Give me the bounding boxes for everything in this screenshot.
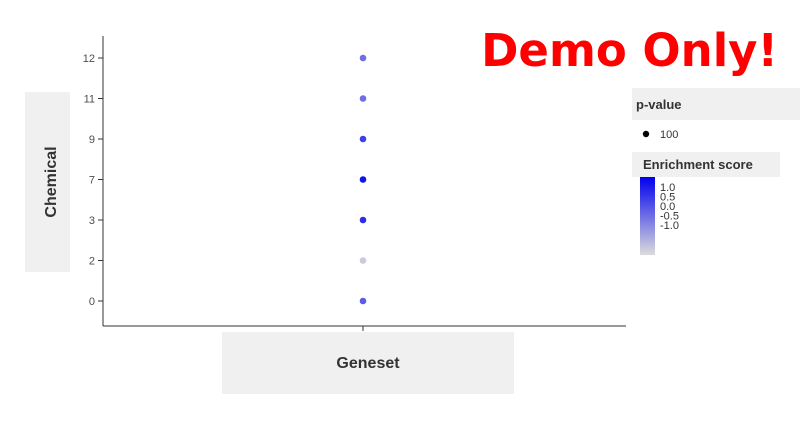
y-axis-title-box — [25, 92, 70, 272]
legend-color-title-box — [632, 152, 780, 177]
legend-color-tick-label: 0.5 — [660, 192, 675, 204]
y-tick-label: 11 — [84, 94, 95, 106]
legend-size-title: p-value — [636, 97, 682, 112]
legend-size-key — [642, 130, 650, 138]
y-tick-label: 7 — [89, 175, 95, 187]
x-axis-title: Geneset — [336, 355, 400, 372]
legend-colorbar — [640, 177, 655, 255]
y-tick-label: 12 — [83, 53, 95, 65]
legend-size-title-box — [632, 88, 800, 120]
legend-color-tick-label: -1.0 — [660, 220, 679, 232]
watermark: Demo Only! — [481, 24, 778, 77]
legend-color-title: Enrichment score — [643, 157, 753, 172]
y-axis-title: Chemical — [43, 146, 60, 217]
legend-color-tick-label: -0.5 — [660, 211, 679, 223]
x-axis-title-box — [222, 332, 514, 394]
data-points — [359, 54, 367, 305]
data-point — [359, 95, 367, 102]
y-tick-label: 2 — [89, 256, 95, 268]
data-point — [359, 297, 367, 305]
data-point — [359, 216, 367, 224]
legend-color-tick-label: 1.0 — [660, 182, 675, 194]
y-axis-ticks: 0 2 3 7 9 11 12 — [83, 53, 103, 308]
y-tick-label: 3 — [89, 215, 95, 227]
legend-color-tick-label: 0.0 — [660, 201, 675, 213]
legend-color-ticks: 1.00.50.0-0.5-1.0 — [660, 182, 679, 232]
y-tick-label: 0 — [89, 296, 95, 308]
data-point — [359, 135, 367, 143]
data-point — [359, 257, 367, 264]
y-tick-label: 9 — [89, 134, 95, 146]
data-point — [359, 176, 367, 183]
data-point — [359, 54, 367, 62]
legend-size-label: 100 — [660, 129, 678, 141]
